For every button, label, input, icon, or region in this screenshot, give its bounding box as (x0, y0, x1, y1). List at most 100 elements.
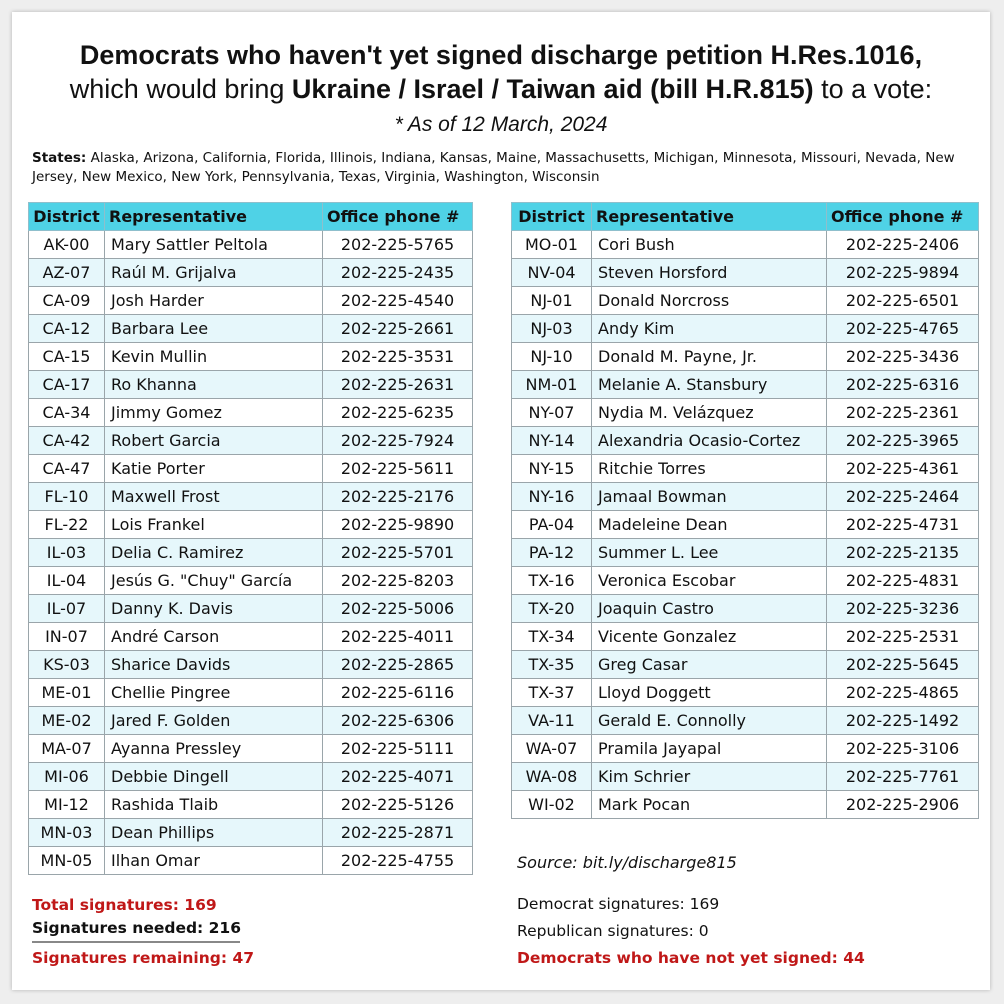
states-values: Alaska, Arizona, California, Florida, Il… (32, 150, 955, 185)
table-row: CA-34 Jimmy Gomez 202-225-6235 (28, 398, 473, 427)
representative-cell: Rashida Tlaib (104, 790, 323, 819)
phone-cell: 202-225-5006 (322, 594, 473, 623)
phone-cell: 202-225-3236 (826, 594, 979, 623)
table-row: TX-16 Veronica Escobar 202-225-4831 (511, 566, 979, 595)
district-cell: FL-22 (28, 510, 105, 539)
table-row: IL-07 Danny K. Davis 202-225-5006 (28, 594, 473, 623)
representative-cell: Melanie A. Stansbury (591, 370, 827, 399)
table-row: NJ-10 Donald M. Payne, Jr. 202-225-3436 (511, 342, 979, 371)
table-row: TX-34 Vicente Gonzalez 202-225-2531 (511, 622, 979, 651)
states-label: States: (32, 150, 87, 166)
subtraction-divider (32, 941, 240, 943)
table-row: TX-20 Joaquin Castro 202-225-3236 (511, 594, 979, 623)
representative-cell: Ilhan Omar (104, 846, 323, 875)
representative-cell: Pramila Jayapal (591, 734, 827, 763)
signatures-remaining: Signatures remaining: 47 (32, 949, 255, 967)
phone-cell: 202-225-2531 (826, 622, 979, 651)
district-cell: WA-08 (511, 762, 592, 791)
column-header-representative: Representative (104, 202, 323, 231)
district-cell: MI-06 (28, 762, 105, 791)
district-cell: CA-34 (28, 398, 105, 427)
district-cell: CA-15 (28, 342, 105, 371)
republican-signatures: Republican signatures: 0 (517, 922, 709, 940)
source-link[interactable]: Source: bit.ly/discharge815 (517, 853, 737, 872)
phone-cell: 202-225-9890 (322, 510, 473, 539)
representative-cell: Kevin Mullin (104, 342, 323, 371)
phone-cell: 202-225-6235 (322, 398, 473, 427)
district-cell: AZ-07 (28, 258, 105, 287)
representative-cell: Ritchie Torres (591, 454, 827, 483)
representative-cell: Veronica Escobar (591, 566, 827, 595)
district-cell: NV-04 (511, 258, 592, 287)
table-row: WI-02 Mark Pocan 202-225-2906 (511, 790, 979, 819)
phone-cell: 202-225-3531 (322, 342, 473, 371)
column-header-district: District (28, 202, 105, 231)
representative-cell: Ayanna Pressley (104, 734, 323, 763)
representative-cell: Jimmy Gomez (104, 398, 323, 427)
representative-cell: Nydia M. Velázquez (591, 398, 827, 427)
district-cell: MI-12 (28, 790, 105, 819)
representative-cell: Summer L. Lee (591, 538, 827, 567)
table-row: CA-17 Ro Khanna 202-225-2631 (28, 370, 473, 399)
table-row: WA-08 Kim Schrier 202-225-7761 (511, 762, 979, 791)
column-header-phone: Office phone # (322, 202, 473, 231)
phone-cell: 202-225-4755 (322, 846, 473, 875)
district-cell: IL-04 (28, 566, 105, 595)
table-row: IL-03 Delia C. Ramirez 202-225-5701 (28, 538, 473, 567)
infographic-card: Democrats who haven't yet signed dischar… (12, 12, 990, 990)
representative-cell: Lois Frankel (104, 510, 323, 539)
representative-cell: Andy Kim (591, 314, 827, 343)
title-line-1: Democrats who haven't yet signed dischar… (79, 40, 923, 70)
district-cell: NJ-10 (511, 342, 592, 371)
representative-cell: Mark Pocan (591, 790, 827, 819)
phone-cell: 202-225-2631 (322, 370, 473, 399)
phone-cell: 202-225-3965 (826, 426, 979, 455)
table-row: FL-10 Maxwell Frost 202-225-2176 (28, 482, 473, 511)
phone-cell: 202-225-4011 (322, 622, 473, 651)
district-cell: IL-03 (28, 538, 105, 567)
states-list: States: Alaska, Arizona, California, Flo… (32, 149, 962, 187)
table-row: PA-12 Summer L. Lee 202-225-2135 (511, 538, 979, 567)
district-cell: IL-07 (28, 594, 105, 623)
phone-cell: 202-225-4831 (826, 566, 979, 595)
table-row: AK-00 Mary Sattler Peltola 202-225-5765 (28, 230, 473, 259)
table-row: MN-03 Dean Phillips 202-225-2871 (28, 818, 473, 847)
phone-cell: 202-225-8203 (322, 566, 473, 595)
phone-cell: 202-225-2871 (322, 818, 473, 847)
total-signatures: Total signatures: 169 (32, 896, 217, 914)
phone-cell: 202-225-5611 (322, 454, 473, 483)
district-cell: PA-12 (511, 538, 592, 567)
table-row: NY-14 Alexandria Ocasio-Cortez 202-225-396… (511, 426, 979, 455)
representative-cell: Steven Horsford (591, 258, 827, 287)
table-row: NY-07 Nydia M. Velázquez 202-225-2361 (511, 398, 979, 427)
district-cell: NJ-01 (511, 286, 592, 315)
representative-cell: Sharice Davids (104, 650, 323, 679)
representative-cell: Debbie Dingell (104, 762, 323, 791)
representative-cell: Jared F. Golden (104, 706, 323, 735)
phone-cell: 202-225-6316 (826, 370, 979, 399)
phone-cell: 202-225-2361 (826, 398, 979, 427)
table-row: ME-02 Jared F. Golden 202-225-6306 (28, 706, 473, 735)
district-cell: NJ-03 (511, 314, 592, 343)
table-row: CA-15 Kevin Mullin 202-225-3531 (28, 342, 473, 371)
district-cell: KS-03 (28, 650, 105, 679)
representative-cell: Robert Garcia (104, 426, 323, 455)
table-row: MI-06 Debbie Dingell 202-225-4071 (28, 762, 473, 791)
district-cell: PA-04 (511, 510, 592, 539)
phone-cell: 202-225-1492 (826, 706, 979, 735)
table-row: CA-09 Josh Harder 202-225-4540 (28, 286, 473, 315)
district-cell: ME-02 (28, 706, 105, 735)
column-header-phone: Office phone # (826, 202, 979, 231)
phone-cell: 202-225-2435 (322, 258, 473, 287)
district-cell: MO-01 (511, 230, 592, 259)
table-row: MO-01 Cori Bush 202-225-2406 (511, 230, 979, 259)
phone-cell: 202-225-2865 (322, 650, 473, 679)
table-row: MA-07 Ayanna Pressley 202-225-5111 (28, 734, 473, 763)
left-representatives-table: District Representative Office phone # A… (28, 202, 473, 875)
representative-cell: Jesús G. "Chuy" García (104, 566, 323, 595)
representative-cell: Josh Harder (104, 286, 323, 315)
representative-cell: Cori Bush (591, 230, 827, 259)
phone-cell: 202-225-3106 (826, 734, 979, 763)
representative-cell: Raúl M. Grijalva (104, 258, 323, 287)
phone-cell: 202-225-2135 (826, 538, 979, 567)
